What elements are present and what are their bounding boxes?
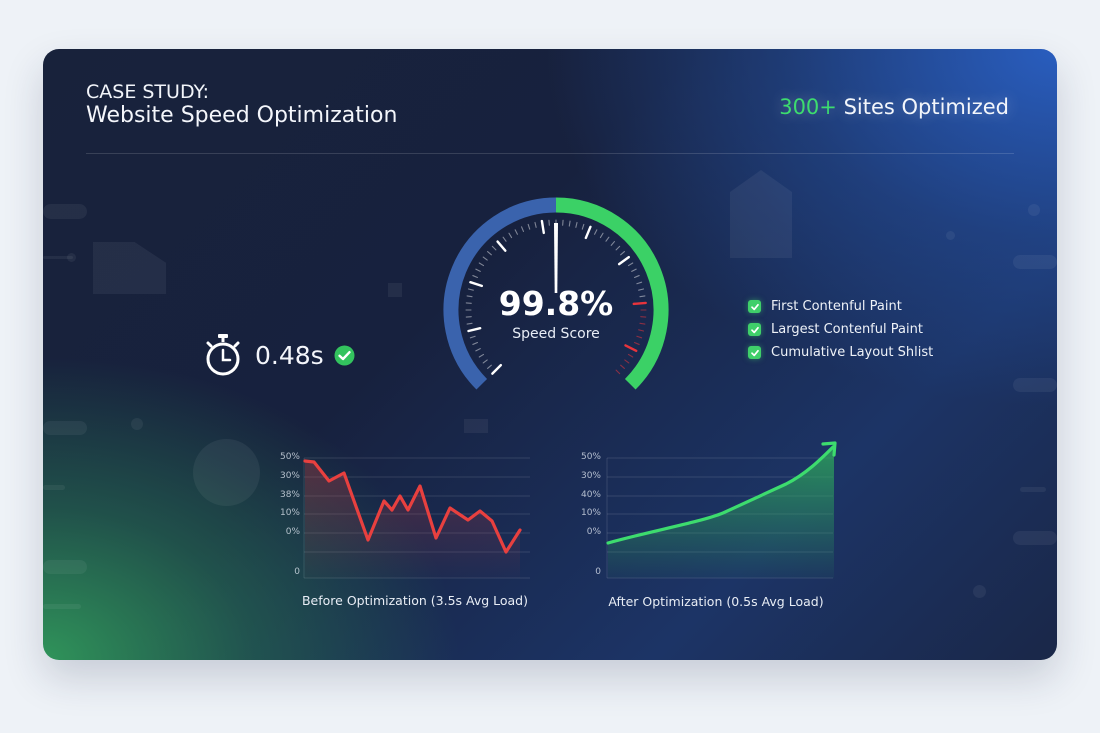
decor-pill: [1013, 531, 1057, 545]
decor-pill: [43, 421, 87, 435]
y-tick: 50%: [580, 452, 601, 462]
decor-dot: [973, 585, 986, 598]
y-tick: 38%: [279, 490, 300, 500]
decor-circle: [193, 439, 260, 506]
checkbox-checked-icon: [748, 346, 761, 359]
stopwatch-icon: [206, 334, 240, 376]
speed-score-label: Speed Score: [512, 326, 600, 342]
decor-line: [43, 256, 73, 259]
decor-house-shape: [730, 170, 792, 258]
sites-label: Sites Optimized: [836, 95, 1009, 119]
decor-pill: [1013, 378, 1057, 392]
y-tick: 50%: [279, 452, 300, 462]
y-tick: 30%: [279, 471, 300, 481]
page-title: Website Speed Optimization: [86, 103, 398, 128]
decor-line: [1020, 487, 1046, 492]
decor-pill: [43, 204, 87, 219]
decor-pill: [43, 560, 87, 574]
decor-document-shape: [93, 242, 166, 294]
checkbox-checked-icon: [748, 323, 761, 336]
decor-dot: [67, 253, 76, 262]
after-chart-caption: After Optimization (0.5s Avg Load): [608, 594, 824, 609]
metrics-checklist: First Contenful Paint Largest Contenful …: [748, 295, 933, 364]
before-line-plot: [303, 457, 530, 579]
metric-item: Cumulative Layout Shlist: [748, 341, 933, 364]
sites-count: 300+: [779, 95, 837, 119]
metric-label: First Contenful Paint: [771, 299, 902, 314]
decor-line: [43, 604, 81, 609]
decor-line: [43, 485, 65, 490]
arrow-up-icon: [821, 441, 837, 457]
header-divider: [86, 153, 1014, 154]
load-time: 0.48s: [203, 333, 355, 377]
decor-dot: [131, 418, 143, 430]
metric-label: Cumulative Layout Shlist: [771, 345, 934, 360]
y-tick: 0: [294, 567, 300, 577]
decor-dot: [946, 231, 955, 240]
decor-square: [464, 419, 488, 433]
gauge-ticks: [465, 219, 647, 375]
before-optimization-chart: 50% 30% 38% 10% 0% 0: [270, 449, 540, 619]
y-tick: 0%: [285, 527, 300, 537]
speed-gauge: 99.8% Speed Score: [424, 181, 688, 401]
load-time-value: 0.48s: [255, 340, 324, 370]
gauge-dial-icon: [443, 197, 669, 390]
metric-item: Largest Contenful Paint: [748, 318, 933, 341]
y-tick: 0%: [586, 527, 601, 537]
after-line-plot: [606, 441, 837, 579]
y-tick: 40%: [580, 490, 601, 500]
decor-pill: [1013, 255, 1057, 269]
sites-optimized-badge: 300+ Sites Optimized: [779, 95, 1009, 119]
y-tick: 10%: [580, 508, 601, 518]
y-tick: 10%: [279, 508, 300, 518]
case-study-card: CASE STUDY: Website Speed Optimization 3…: [43, 49, 1057, 660]
y-tick: 30%: [580, 471, 601, 481]
metric-item: First Contenful Paint: [748, 295, 933, 318]
check-circle-icon: [334, 345, 355, 365]
decor-dot: [1028, 204, 1040, 216]
speed-score-value: 99.8%: [498, 284, 614, 323]
y-tick: 0: [595, 567, 601, 577]
metric-label: Largest Contenful Paint: [771, 322, 923, 337]
before-chart-caption: Before Optimization (3.5s Avg Load): [301, 593, 528, 608]
checkbox-checked-icon: [748, 300, 761, 313]
decor-square: [388, 283, 402, 297]
after-optimization-chart: 50% 30% 40% 10% 0% 0: [571, 434, 851, 619]
eyebrow-label: CASE STUDY:: [86, 81, 210, 103]
